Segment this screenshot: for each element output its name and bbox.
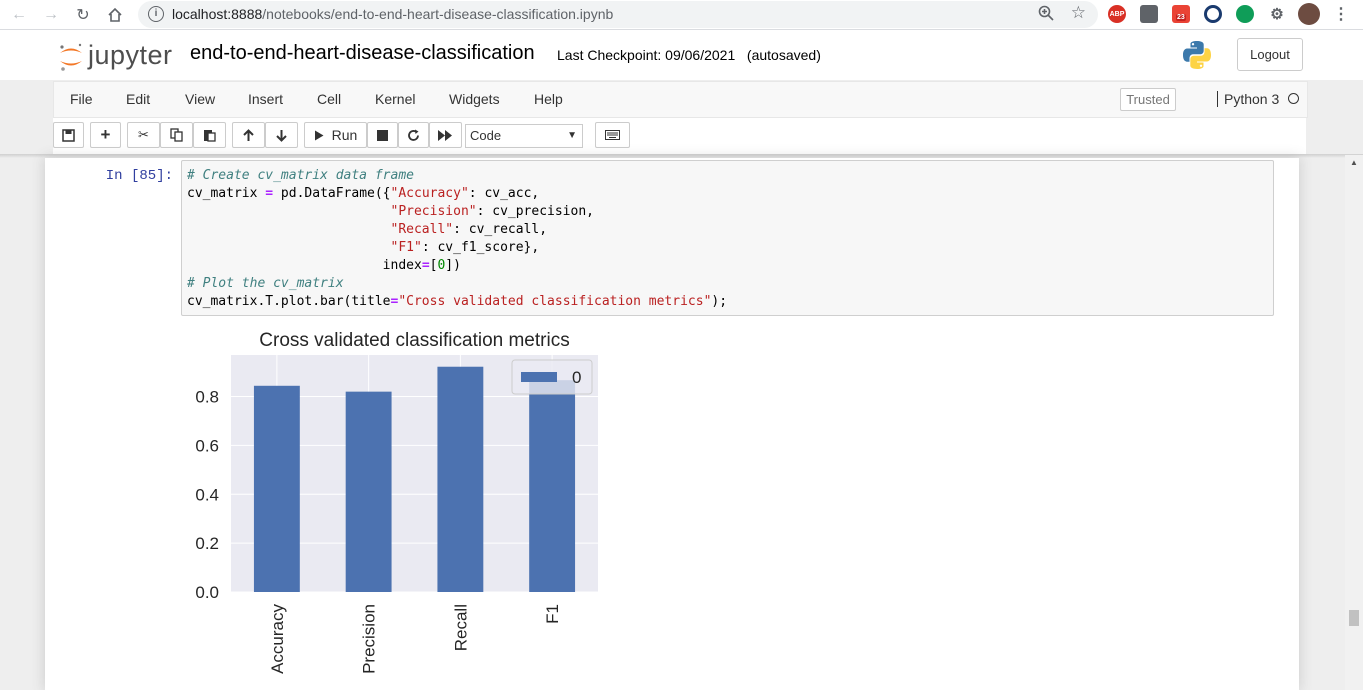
gmail-icon[interactable]: 23 (1172, 5, 1190, 23)
chevron-down-icon: ▼ (567, 130, 577, 141)
menu-cell[interactable]: Cell (317, 91, 342, 107)
browser-menu-icon[interactable]: ⋮ (1333, 6, 1349, 23)
x-tick-label: Recall (451, 604, 470, 651)
back-icon[interactable]: ← (11, 6, 27, 23)
y-tick-label: 0.4 (195, 485, 219, 504)
copy-icon (170, 128, 183, 142)
interrupt-button[interactable] (367, 122, 398, 148)
menu-file[interactable]: File (70, 91, 93, 107)
save-icon (62, 128, 75, 142)
play-icon (314, 130, 324, 140)
extension-leaf-icon[interactable] (1236, 5, 1254, 23)
header-shadow (0, 154, 1363, 158)
chart-title: Cross validated classification metrics (259, 330, 569, 351)
jupyter-wordmark: jupyter (88, 39, 173, 70)
insert-cell-button[interactable]: + (90, 122, 121, 148)
menu-widgets[interactable]: Widgets (449, 91, 500, 107)
bar-precision (345, 391, 392, 592)
x-tick-label: Precision (360, 604, 379, 674)
menu-kernel[interactable]: Kernel (375, 91, 416, 107)
move-down-button[interactable] (265, 122, 298, 148)
notebook-page: In [85]: # Create cv_matrix data frame c… (45, 158, 1299, 690)
code-text[interactable]: # Create cv_matrix data frame cv_matrix … (187, 168, 728, 309)
paste-button[interactable] (193, 122, 226, 148)
adblock-icon[interactable]: ABP (1108, 5, 1126, 23)
keyboard-icon (605, 130, 620, 140)
avatar[interactable] (1298, 3, 1320, 25)
arrow-down-icon (276, 129, 287, 142)
move-up-button[interactable] (232, 122, 265, 148)
plus-icon: + (100, 125, 111, 144)
kernel-idle-indicator-icon (1288, 93, 1299, 104)
page-scrollbar[interactable]: ▲ (1345, 155, 1363, 690)
paste-icon (204, 130, 216, 142)
menubar: File Edit View Insert Cell Kernel Widget… (53, 81, 1308, 118)
browser-toolbar: ← → ↻ i localhost:8888/notebooks/end-to-… (0, 0, 1363, 30)
bar-chart: 0.0 0.2 0.4 0.6 0.8 Accuracy Precision Recall F1… (195, 330, 598, 674)
menu-edit[interactable]: Edit (126, 91, 151, 107)
home-icon[interactable] (104, 4, 126, 26)
cell-prompt: In [85]: (105, 168, 173, 184)
y-tick-label: 0.8 (195, 388, 219, 407)
legend-swatch (521, 372, 557, 382)
bar-recall (437, 366, 484, 592)
menu-view[interactable]: View (185, 91, 216, 107)
logout-button[interactable]: Logout (1237, 38, 1303, 71)
site-info-icon[interactable]: i (148, 6, 164, 22)
cut-button[interactable]: ✂ (127, 122, 160, 148)
menu-help[interactable]: Help (534, 91, 563, 107)
address-bar[interactable]: i localhost:8888/notebooks/end-to-end-he… (138, 1, 1098, 28)
arrow-up-icon (243, 128, 254, 141)
gmail-badge: 23 (1176, 14, 1186, 21)
run-button[interactable]: Run (304, 122, 367, 148)
save-button[interactable] (53, 122, 84, 148)
kernel-name: Python 3 (1217, 91, 1279, 107)
notebook-toolbar: + ✂ Run Code ▼ (53, 118, 1306, 154)
code-comment: # Plot the cv_matrix (187, 276, 344, 291)
x-tick-label: Accuracy (268, 604, 287, 674)
forward-icon[interactable]: → (43, 6, 59, 23)
bar-accuracy (253, 385, 300, 592)
bar-f1 (529, 380, 576, 592)
code-cell-input[interactable]: # Create cv_matrix data frame cv_matrix … (181, 160, 1274, 316)
restart-run-all-button[interactable] (429, 122, 462, 148)
y-tick-label: 0.6 (195, 436, 219, 455)
restart-icon (408, 129, 419, 141)
python-logo-icon (1181, 39, 1213, 71)
zoom-icon[interactable] (1038, 5, 1054, 25)
x-tick-label: F1 (543, 604, 562, 624)
y-tick-label: 0.2 (195, 534, 219, 553)
code-comment: # Create cv_matrix data frame (187, 168, 414, 183)
jupyter-mark-icon (58, 42, 84, 71)
reload-icon[interactable]: ↻ (76, 7, 90, 24)
cell-type-value: Code (470, 128, 502, 143)
run-label: Run (331, 127, 358, 143)
y-tick-label: 0.0 (195, 583, 219, 602)
restart-button[interactable] (398, 122, 429, 148)
legend-label: 0 (572, 368, 581, 387)
scrollbar-thumb[interactable] (1349, 610, 1359, 626)
scissors-icon: ✂ (138, 127, 149, 142)
cell-type-select[interactable]: Code ▼ (465, 124, 583, 148)
checkpoint-status: Last Checkpoint: 09/06/2021 (autosaved) (557, 47, 821, 63)
extension-icon[interactable] (1140, 5, 1158, 23)
jupyter-header: jupyter end-to-end-heart-disease-classif… (0, 30, 1363, 80)
jupyter-logo[interactable]: jupyter (58, 39, 173, 71)
trusted-badge[interactable]: Trusted (1120, 88, 1176, 111)
extensions-puzzle-icon[interactable]: ⚙ (1270, 6, 1284, 23)
stop-icon (377, 129, 388, 141)
command-palette-button[interactable] (595, 122, 630, 148)
menu-insert[interactable]: Insert (248, 91, 284, 107)
url-text: localhost:8888/notebooks/end-to-end-hear… (172, 6, 614, 22)
scroll-up-icon[interactable]: ▲ (1350, 158, 1358, 167)
copy-button[interactable] (160, 122, 193, 148)
fast-forward-icon (438, 129, 452, 141)
extension-ring-icon[interactable] (1204, 5, 1222, 23)
bookmark-star-icon[interactable]: ☆ (1070, 3, 1086, 22)
notebook-title[interactable]: end-to-end-heart-disease-classification (190, 42, 535, 64)
